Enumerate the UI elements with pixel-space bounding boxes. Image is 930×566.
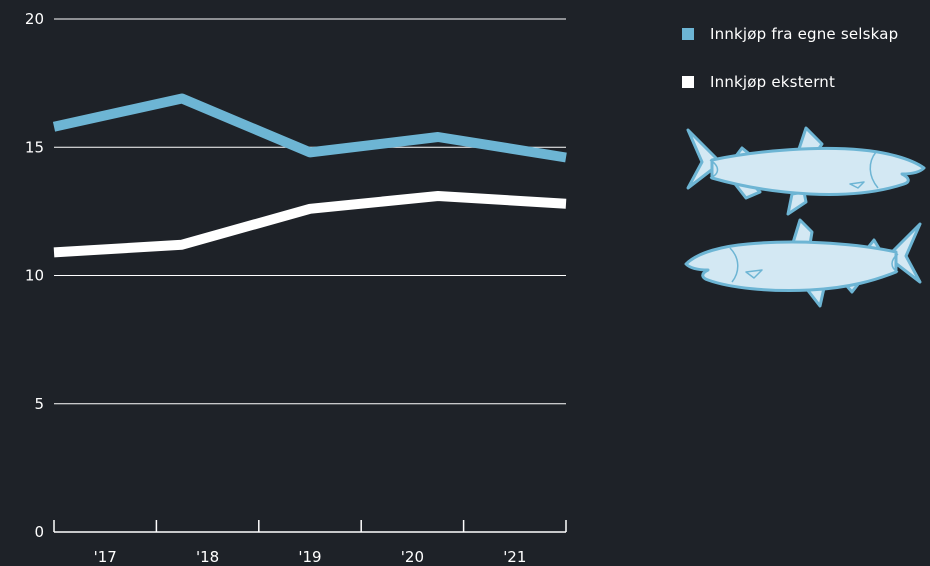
salmon-fish-icon-top <box>686 126 926 216</box>
legend-item-external: Innkjøp eksternt <box>682 72 898 92</box>
series-lines <box>52 93 567 258</box>
legend: Innkjøp fra egne selskap Innkjøp ekstern… <box>682 24 898 92</box>
x-tick-label: '20 <box>401 548 424 566</box>
x-tick-label: '19 <box>298 548 321 566</box>
salmon-fish-icon <box>684 126 926 308</box>
series-line-own-companies <box>52 93 567 163</box>
x-axis: '17 '18 '19 '20 '21 <box>53 520 567 566</box>
y-tick-label: 10 <box>25 267 44 285</box>
x-tick-label: '18 <box>196 548 219 566</box>
salmon-fish-icon-bottom <box>684 218 922 308</box>
legend-item-own-companies: Innkjøp fra egne selskap <box>682 24 898 44</box>
y-axis-ticks: 0 5 10 15 20 <box>25 10 44 541</box>
legend-label-own-companies: Innkjøp fra egne selskap <box>710 25 899 43</box>
legend-label-external: Innkjøp eksternt <box>710 73 836 91</box>
series-line-external <box>53 191 567 258</box>
y-tick-label: 20 <box>25 10 44 28</box>
y-tick-label: 0 <box>34 523 44 541</box>
legend-swatch-own-companies <box>682 28 694 40</box>
y-tick-label: 15 <box>25 138 44 156</box>
x-tick-label: '21 <box>503 548 526 566</box>
x-tick-label: '17 <box>94 548 117 566</box>
y-tick-label: 5 <box>34 395 44 413</box>
legend-swatch-external <box>682 76 694 88</box>
